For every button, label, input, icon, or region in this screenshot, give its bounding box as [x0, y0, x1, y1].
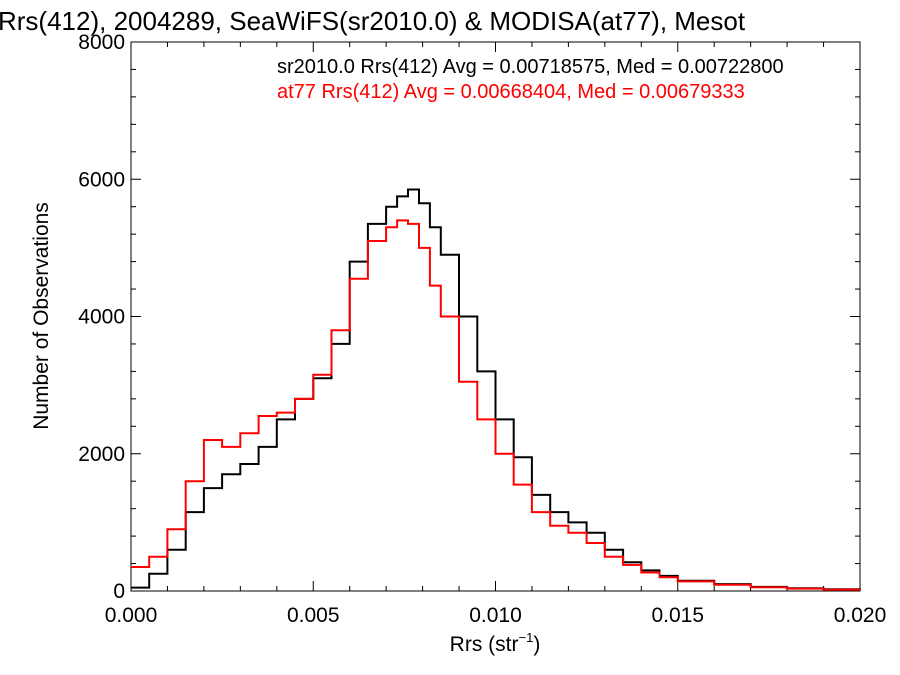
x-axis-ticks: 0.000 0.005 0.010 0.015 0.020: [105, 42, 887, 627]
y-tick-label: 0: [113, 580, 125, 603]
x-tick-label: 0.010: [469, 604, 522, 627]
x-tick-label: 0.020: [834, 604, 887, 627]
y-axis-label: Number of Observations: [30, 202, 53, 430]
x-axis-label-main: Rrs (str: [450, 633, 519, 656]
x-axis-label-superscript: −1: [519, 630, 534, 645]
x-tick-label: 0.000: [105, 604, 158, 627]
legend-entry-series-1: sr2010.0 Rrs(412) Avg = 0.00718575, Med …: [277, 56, 784, 78]
x-axis-label-close: ): [533, 633, 540, 656]
y-tick-label: 4000: [78, 306, 125, 329]
y-axis-ticks: 0 2000 4000 6000 8000: [78, 31, 860, 603]
x-tick-label: 0.015: [651, 604, 704, 627]
series-lines: [131, 188, 861, 591]
series-line-1: [131, 188, 861, 591]
y-tick-label: 8000: [78, 31, 125, 54]
y-tick-label: 2000: [78, 443, 125, 466]
x-tick-label: 0.005: [287, 604, 340, 627]
legend-entry-series-2: at77 Rrs(412) Avg = 0.00668404, Med = 0.…: [277, 81, 745, 103]
chart-title: Rrs(412), 2004289, SeaWiFS(sr2010.0) & M…: [0, 6, 746, 36]
y-tick-label: 6000: [78, 168, 125, 191]
series-line-2: [131, 219, 861, 591]
plot-frame: [130, 41, 861, 592]
plot-area: 0.000 0.005 0.010 0.015 0.020 0 2000 4000 6000 8…: [78, 31, 886, 627]
x-axis-label: Rrs (str−1): [450, 630, 541, 656]
